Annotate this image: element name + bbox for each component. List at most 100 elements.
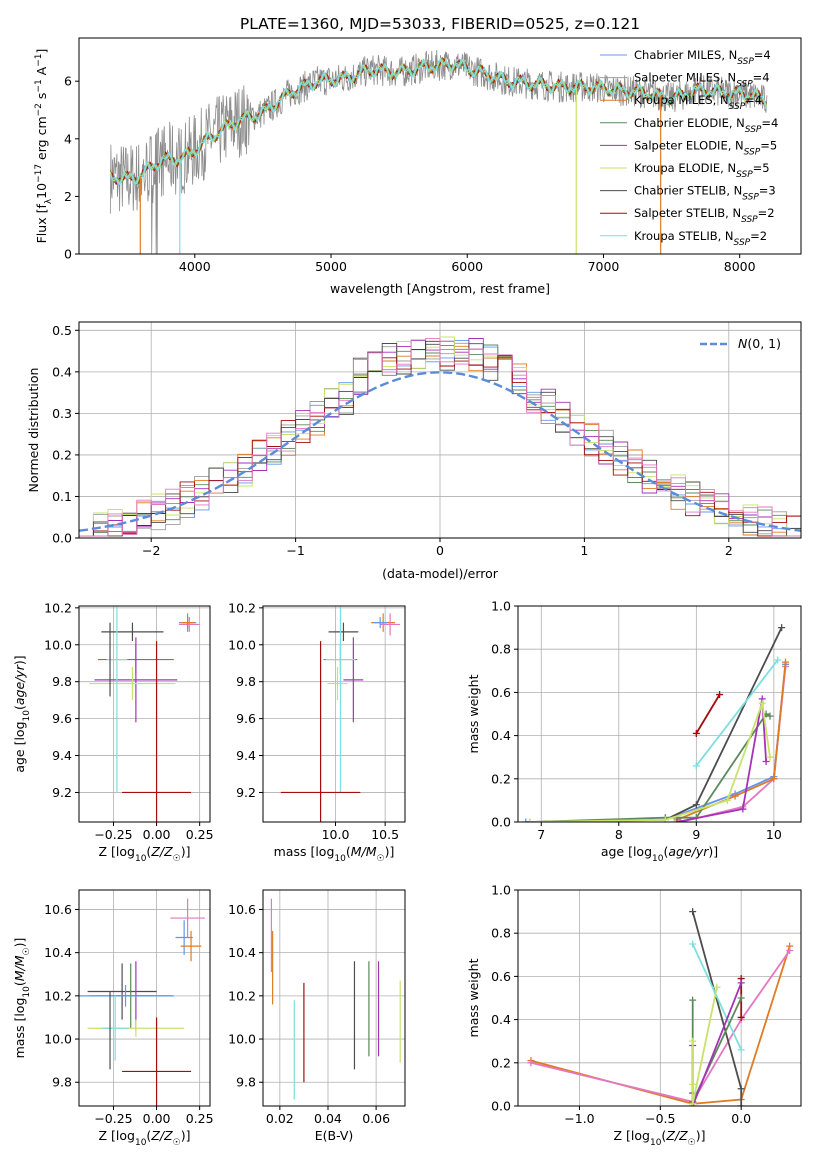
x-tick-label: 0.02 bbox=[266, 1111, 294, 1126]
y-tick-label: 2 bbox=[64, 189, 72, 204]
y-tick-label: 10.2 bbox=[228, 988, 256, 1003]
panel-mass_vs_ebv: 0.02 0.04 0.06 9.8 10.0 10.2 10.4 10.6 E(B-V) bbox=[228, 889, 406, 1143]
x-tick-label: 8000 bbox=[724, 259, 756, 274]
panel-age_vs_Z: −0.25 0.00 0.25 9.2 9.4 9.6 9.8 10.0 10.2 Z [log1… bbox=[12, 600, 214, 864]
gaussian-curve bbox=[79, 371, 801, 532]
weight-marker bbox=[689, 1037, 697, 1045]
x-tick-label: −0.25 bbox=[94, 1111, 132, 1126]
y-tick-label: 0.0 bbox=[52, 531, 72, 546]
y-tick-label: 0.4 bbox=[491, 728, 511, 743]
x-tick-label: 7000 bbox=[588, 259, 620, 274]
weight-marker bbox=[778, 624, 786, 632]
y-axis-label: mass weight bbox=[466, 674, 481, 753]
weight-marker bbox=[781, 658, 789, 666]
weight-line-kroupa_stelib bbox=[691, 943, 743, 1051]
x-tick-label: 7 bbox=[537, 827, 545, 842]
x-tick-label: 0.00 bbox=[143, 827, 171, 842]
y-axis-label: Flux [fλ10−17 erg cm−2 s−1 A−1] bbox=[34, 49, 54, 244]
y-tick-label: 0.6 bbox=[491, 969, 511, 984]
y-tick-label: 10.6 bbox=[44, 902, 72, 917]
weight-marker bbox=[758, 699, 766, 707]
y-tick-label: 10.4 bbox=[44, 945, 72, 960]
legend-entry: Kroupa STELIB, NSSP=2 bbox=[634, 229, 767, 248]
plot-content bbox=[527, 908, 794, 1106]
weight-line-kroupa_elodie bbox=[691, 987, 718, 1104]
axes-frame bbox=[517, 605, 802, 823]
legend-entry: Kroupa MILES, NSSP=4 bbox=[634, 93, 762, 112]
y-tick-label: 10.0 bbox=[44, 1032, 72, 1047]
x-tick-label: 10 bbox=[766, 827, 782, 842]
legend-entry: Chabrier ELODIE, NSSP=4 bbox=[634, 116, 778, 135]
y-tick-label: 10.0 bbox=[228, 1032, 256, 1047]
x-tick-label: 0.06 bbox=[362, 1111, 390, 1126]
panel-mass_vs_Z: −0.25 0.00 0.25 9.8 10.0 10.2 10.4 10.6 Z [log10… bbox=[12, 889, 214, 1148]
y-tick-label: 0.8 bbox=[491, 926, 511, 941]
weight-marker bbox=[527, 1059, 535, 1067]
y-tick-label: 4 bbox=[64, 131, 72, 146]
y-tick-label: 9.6 bbox=[52, 711, 72, 726]
weight-marker bbox=[673, 818, 681, 822]
weight-marker bbox=[770, 775, 778, 783]
x-tick-label: 10.0 bbox=[322, 827, 350, 842]
axes-frame bbox=[78, 37, 802, 255]
y-tick-label: 10.6 bbox=[228, 902, 256, 917]
x-axis-label: wavelength [Angstrom, rest frame] bbox=[330, 281, 550, 296]
plot-area bbox=[263, 606, 405, 822]
weight-marker bbox=[766, 753, 774, 761]
panel-histogram: −2 −1 0 1 2 0.0 0.1 0.2 0.3 0.4 0.5 (data-model)/er… bbox=[26, 321, 802, 581]
x-axis-label: E(B-V) bbox=[315, 1128, 354, 1143]
y-tick-label: 0.2 bbox=[491, 771, 511, 786]
plot-area bbox=[518, 890, 801, 1106]
panel-spectrum: 4000 5000 6000 7000 8000 0 2 4 6 wavelength [Angs… bbox=[34, 37, 802, 296]
x-tick-label: 1 bbox=[580, 543, 588, 558]
legend-entry: Salpeter STELIB, NSSP=2 bbox=[634, 206, 775, 225]
x-tick-label: 0.00 bbox=[143, 1111, 171, 1126]
x-tick-label: −1.0 bbox=[564, 1111, 594, 1126]
weight-line-pink bbox=[530, 949, 791, 1103]
y-tick-label: 0.6 bbox=[491, 685, 511, 700]
x-tick-label: 0.25 bbox=[186, 827, 214, 842]
model-spectrum-chabrier_elodie bbox=[109, 56, 767, 186]
legend-entry: Chabrier STELIB, NSSP=3 bbox=[634, 184, 776, 203]
weight-marker bbox=[692, 801, 700, 809]
x-tick-label: 4000 bbox=[179, 259, 211, 274]
weight-marker bbox=[786, 946, 794, 954]
panel-weight_vs_Z: −1.0 −0.5 0.0 0.0 0.2 0.4 0.6 0.8 1.0 Z [log10(Z/… bbox=[466, 883, 802, 1148]
weight-marker bbox=[692, 729, 700, 737]
legend-entry: Salpeter ELODIE, NSSP=5 bbox=[634, 138, 777, 157]
y-tick-label: 9.2 bbox=[52, 785, 72, 800]
x-axis-label: Z [log10(Z/Z☉)] bbox=[99, 844, 191, 864]
weight-marker bbox=[689, 996, 697, 1004]
y-tick-label: 10.2 bbox=[44, 988, 72, 1003]
x-axis-label: age [log10(age/yr)] bbox=[601, 844, 718, 864]
y-tick-label: 10.2 bbox=[228, 600, 256, 615]
weight-marker bbox=[762, 758, 770, 766]
weight-marker bbox=[526, 818, 534, 822]
axes-frame bbox=[262, 889, 406, 1107]
legend-entry: Chabrier MILES, NSSP=4 bbox=[634, 48, 771, 67]
y-tick-label: 9.8 bbox=[236, 674, 256, 689]
plot-area bbox=[263, 890, 405, 1106]
y-tick-label: 10.0 bbox=[44, 637, 72, 652]
y-tick-label: 0.4 bbox=[491, 1012, 511, 1027]
legend-entry: N(0, 1) bbox=[738, 336, 781, 351]
y-tick-label: 9.2 bbox=[236, 785, 256, 800]
weight-marker bbox=[766, 712, 774, 720]
axes-frame bbox=[262, 605, 406, 823]
weight-marker bbox=[689, 1080, 697, 1088]
y-tick-label: 0.5 bbox=[52, 323, 72, 338]
y-tick-label: 6 bbox=[64, 74, 72, 89]
plot-content bbox=[280, 606, 401, 822]
legend-entry: Salpeter MILES, NSSP=4 bbox=[634, 71, 770, 90]
weight-marker bbox=[737, 979, 745, 987]
weight-marker bbox=[689, 908, 697, 916]
x-axis-label: Z [log10(Z/Z☉)] bbox=[614, 1128, 706, 1148]
y-tick-label: 10.0 bbox=[228, 637, 256, 652]
y-axis-label: age [log10(age/yr)] bbox=[12, 655, 32, 772]
x-tick-label: 8 bbox=[615, 827, 623, 842]
y-tick-label: 0.1 bbox=[52, 489, 72, 504]
x-axis-label: Z [log10(Z/Z☉)] bbox=[99, 1128, 191, 1148]
axes-frame bbox=[78, 605, 211, 823]
y-tick-label: 0.0 bbox=[491, 1099, 511, 1114]
weight-line-salpeter_elodie bbox=[676, 698, 767, 822]
